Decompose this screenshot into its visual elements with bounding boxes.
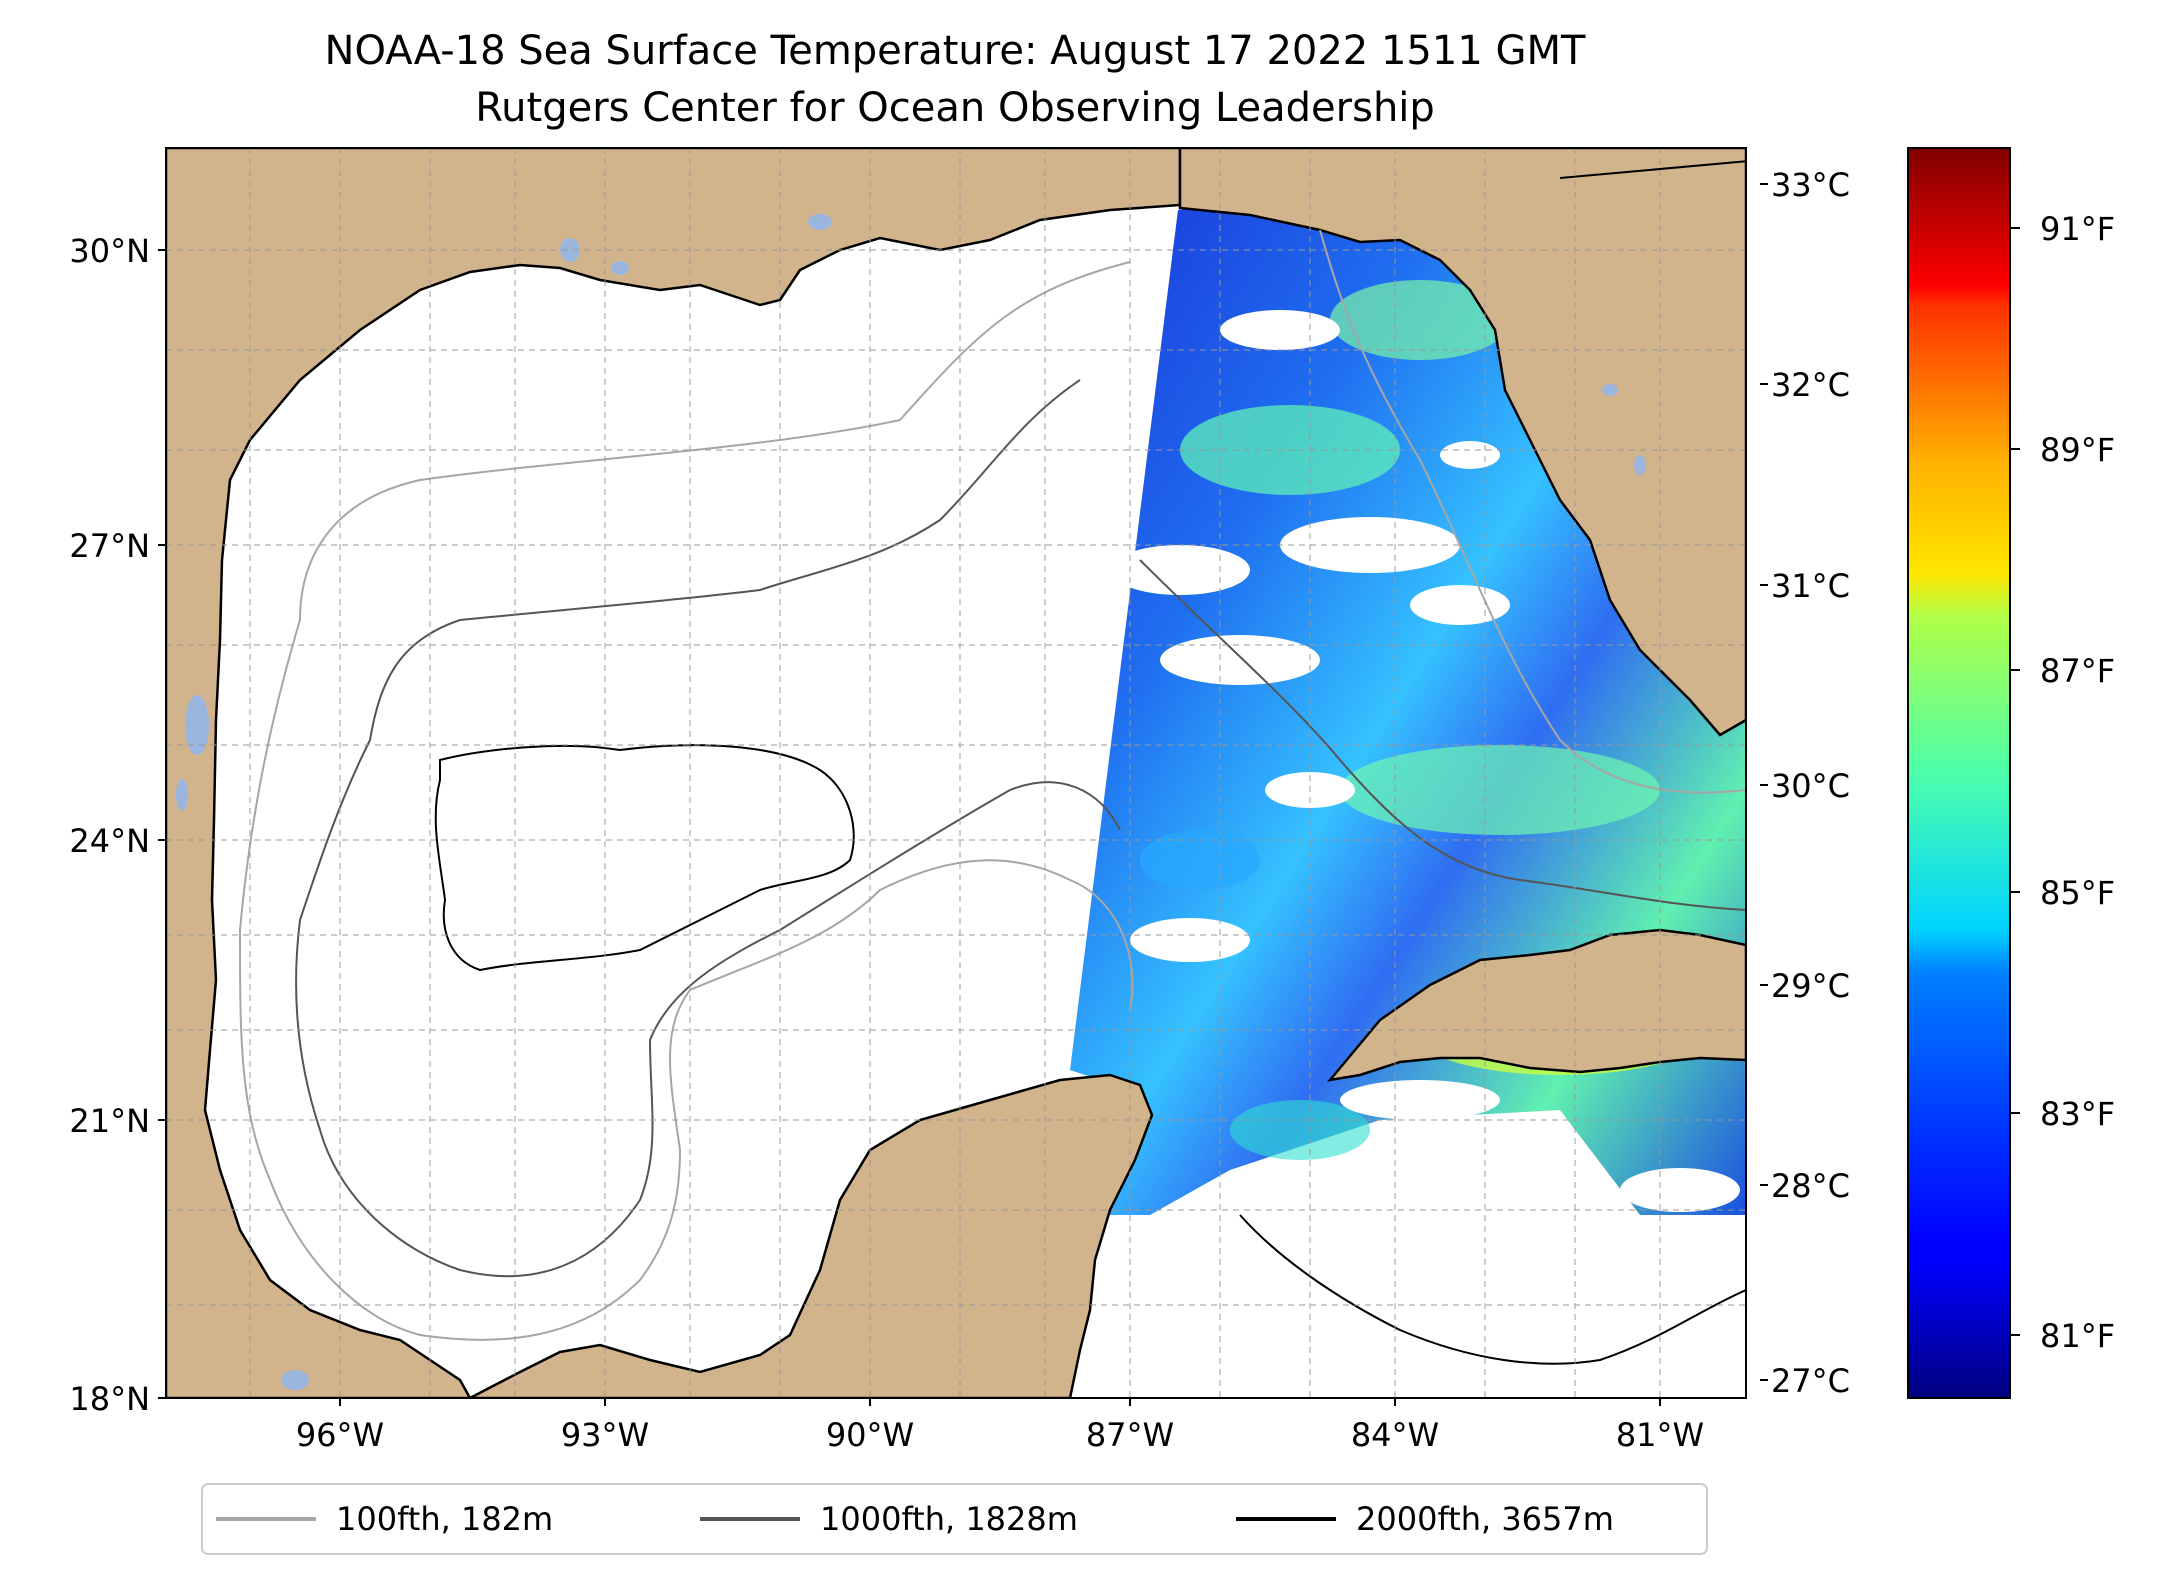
lon-label-84w: 84°W — [1351, 1416, 1439, 1454]
cbar-label-33c: 33°C — [1771, 166, 1850, 204]
bathy-100fth — [238, 229, 1746, 1341]
cbar-label-28c: 28°C — [1771, 1167, 1850, 1205]
lat-ticks — [158, 249, 166, 1399]
cbar-label-32c: 32°C — [1771, 366, 1850, 404]
legend-box — [201, 1483, 1708, 1555]
lat-tick-labels: 30°N 27°N 24°N 21°N 18°N — [69, 232, 150, 1418]
legend-label-2000fth: 2000fth, 3657m — [1356, 1500, 1614, 1538]
lat-label-24n: 24°N — [69, 822, 150, 860]
bathy-2000fth — [434, 160, 1746, 1365]
lat-label-18n: 18°N — [69, 1380, 150, 1418]
cbar-label-89f: 89°F — [2040, 431, 2115, 469]
lon-ticks — [339, 1398, 1661, 1406]
lon-label-81w: 81°W — [1616, 1416, 1704, 1454]
cbar-label-29c: 29°C — [1771, 967, 1850, 1005]
figure-subtitle: Rutgers Center for Ocean Observing Leade… — [475, 85, 1435, 131]
cbar-label-31c: 31°C — [1771, 567, 1850, 605]
lat-label-27n: 27°N — [69, 527, 150, 565]
lon-label-87w: 87°W — [1086, 1416, 1174, 1454]
colorbar — [1907, 147, 2011, 1399]
colorbar-fahrenheit-ticks — [2010, 227, 2020, 1336]
lon-label-90w: 90°W — [826, 1416, 914, 1454]
cbar-label-30c: 30°C — [1771, 767, 1850, 805]
lat-label-30n: 30°N — [69, 232, 150, 270]
map-area — [166, 148, 1746, 1398]
legend: 100fth, 182m 1000fth, 1828m 2000fth, 365… — [201, 1483, 1708, 1555]
land — [166, 148, 1746, 1398]
lon-tick-labels: 96°W 93°W 90°W 87°W 84°W 81°W — [296, 1416, 1704, 1454]
figure-title: NOAA-18 Sea Surface Temperature: August … — [325, 28, 1586, 74]
colorbar-fahrenheit-labels: 91°F 89°F 87°F 85°F 83°F 81°F — [2040, 210, 2115, 1355]
lon-label-93w: 93°W — [561, 1416, 649, 1454]
lat-label-21n: 21°N — [69, 1102, 150, 1140]
cbar-label-85f: 85°F — [2040, 874, 2115, 912]
cbar-label-83f: 83°F — [2040, 1095, 2115, 1133]
cbar-label-27c: 27°C — [1771, 1362, 1850, 1400]
cbar-label-91f: 91°F — [2040, 210, 2115, 248]
cbar-label-81f: 81°F — [2040, 1317, 2115, 1355]
legend-label-1000fth: 1000fth, 1828m — [820, 1500, 1078, 1538]
colorbar-celsius-labels: 33°C 32°C 31°C 30°C 29°C 28°C 27°C — [1771, 166, 1850, 1400]
map-frame — [165, 147, 1747, 1399]
lon-label-96w: 96°W — [296, 1416, 384, 1454]
colorbar-celsius-ticks — [1760, 183, 1768, 1381]
cbar-label-87f: 87°F — [2040, 652, 2115, 690]
legend-label-100fth: 100fth, 182m — [336, 1500, 553, 1538]
lakes — [176, 214, 1646, 1390]
